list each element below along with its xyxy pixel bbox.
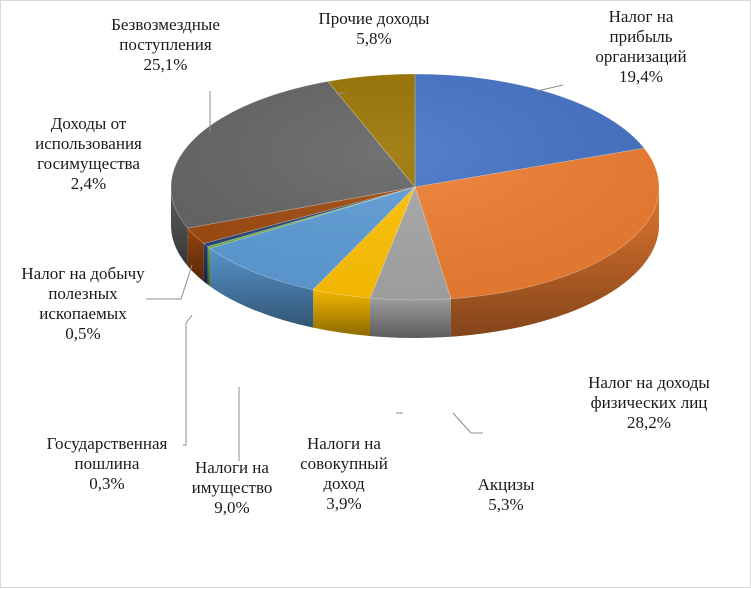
pie-slice-side-shade (203, 243, 208, 285)
data-label: Прочие доходы 5,8% (318, 9, 430, 48)
data-label: Налоги на имущество 9,0% (191, 458, 273, 517)
pie-slice-side-shade (450, 187, 659, 337)
data-label: Налог на добычу полезных ископаемых 0,5% (21, 264, 145, 343)
pie-slice-side-shade (313, 289, 370, 337)
data-label: Налоги на совокупный доход 3,9% (300, 434, 388, 513)
pie-top-shade (171, 74, 659, 300)
data-label: Налог на доходы физических лиц 28,2% (588, 373, 710, 432)
data-label: Безвозмездные поступления 25,1% (111, 15, 220, 74)
pie-slice-side-shade (171, 187, 188, 267)
pie-slice-side-shade (369, 298, 451, 339)
pie-slice-side-shade (187, 228, 204, 282)
data-label: Государственная пошлина 0,3% (46, 434, 168, 493)
leader-line (536, 84, 564, 92)
leader-line (183, 314, 193, 446)
pie-slice-side-shade (210, 248, 314, 328)
leader-line (452, 412, 483, 434)
pie-slice-side-shade (207, 246, 211, 287)
data-label: Налог на прибыль организаций 19,4% (595, 7, 687, 86)
data-label: Доходы от использования госимущества 2,4… (35, 114, 142, 193)
leader-line (146, 264, 193, 300)
data-label: Акцизы 5,3% (477, 475, 535, 514)
